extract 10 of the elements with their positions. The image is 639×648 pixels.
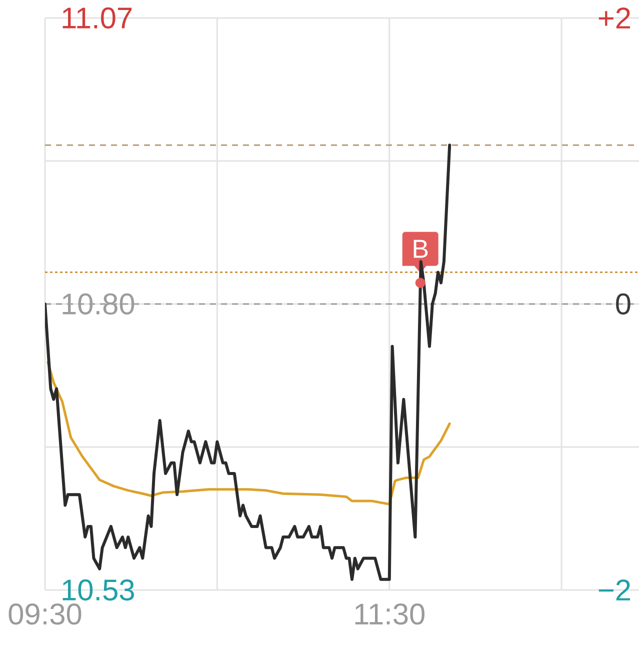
y2-tick-label: 0: [616, 293, 630, 315]
annotation: B: [414, 240, 428, 258]
y-tick-label: 11.07: [62, 7, 132, 29]
y2-tick-label: −2: [598, 580, 630, 600]
line-series: [46, 361, 451, 506]
y-tick-label: 10.53: [62, 579, 134, 601]
y2-tick-label: +2: [598, 8, 630, 28]
x-tick-label: 09:30: [8, 604, 82, 625]
x-tick-label: 11:30: [355, 604, 424, 625]
y-tick-label: 10.80: [62, 293, 134, 315]
